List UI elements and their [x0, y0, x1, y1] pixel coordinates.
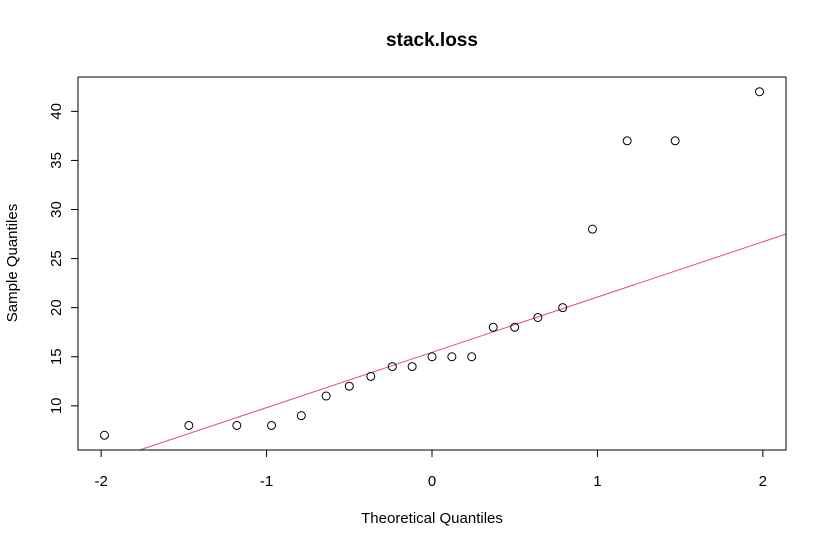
- x-axis: -2 -1 0 1 2: [94, 450, 767, 490]
- data-point: [533, 312, 543, 322]
- data-point: [366, 371, 376, 381]
- y-tick-label: 30: [48, 201, 65, 218]
- data-point: [510, 322, 520, 332]
- data-point: [184, 420, 194, 430]
- data-point: [296, 411, 306, 421]
- data-point: [427, 352, 437, 362]
- data-point: [467, 352, 477, 362]
- y-tick-label: 35: [48, 152, 65, 169]
- x-tick-label: 1: [593, 473, 601, 490]
- chart-title: stack.loss: [386, 30, 478, 51]
- y-tick-label: 10: [48, 397, 65, 414]
- x-tick-label: -1: [260, 473, 273, 490]
- data-point: [587, 224, 597, 234]
- data-point: [670, 136, 680, 146]
- data-point: [755, 87, 765, 97]
- x-tick-label: 2: [759, 473, 767, 490]
- data-point: [321, 391, 331, 401]
- x-tick-label: 0: [428, 473, 436, 490]
- y-tick-label: 20: [48, 299, 65, 316]
- data-point: [344, 381, 354, 391]
- data-point: [232, 420, 242, 430]
- y-tick-label: 25: [48, 250, 65, 267]
- y-tick-label: 40: [48, 103, 65, 120]
- data-point: [447, 352, 457, 362]
- data-point: [488, 322, 498, 332]
- data-point: [99, 430, 109, 440]
- data-point: [407, 362, 417, 372]
- y-axis: 10 15 20 25 30 35 40: [48, 103, 78, 414]
- plot-frame: [77, 76, 787, 451]
- y-tick-label: 15: [48, 348, 65, 365]
- data-point: [622, 136, 632, 146]
- x-tick-label: -2: [94, 473, 107, 490]
- points-group: [99, 87, 765, 440]
- data-point: [267, 420, 277, 430]
- y-axis-label: Sample Quantiles: [4, 204, 21, 322]
- data-point: [387, 362, 397, 372]
- x-axis-label: Theoretical Quantiles: [361, 510, 503, 527]
- data-point: [558, 303, 568, 313]
